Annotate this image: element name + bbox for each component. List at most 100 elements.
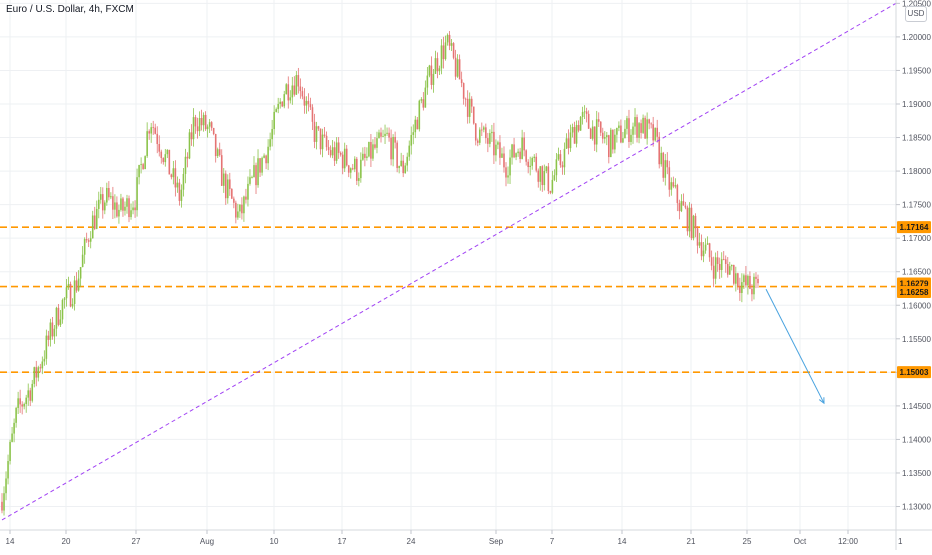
candle-body [374, 144, 376, 148]
candle-body [472, 106, 475, 124]
candle-body [89, 238, 92, 242]
candle-body [724, 259, 727, 264]
candle-body [452, 43, 455, 58]
candle-body [319, 128, 322, 150]
candle-body [17, 398, 19, 408]
candle-body [686, 207, 689, 232]
candle-body [414, 119, 417, 133]
candle-body [194, 117, 197, 127]
price-tick-label: 1.17000 [902, 234, 931, 243]
price-tick-label: 1.18500 [902, 134, 931, 143]
candle-body [315, 126, 318, 142]
candle-body [108, 187, 110, 198]
candle-body [69, 283, 72, 307]
candle-body [561, 165, 564, 168]
candle-body [35, 367, 38, 378]
time-tick-label: 17 [338, 537, 347, 546]
candle-body [741, 282, 743, 293]
candle-body [85, 239, 88, 241]
candle-body [394, 136, 396, 143]
time-tick-label: 27 [132, 537, 141, 546]
price-label-text: 1.16258 [900, 288, 929, 297]
candle-body [462, 83, 465, 99]
candle-body [364, 153, 366, 158]
candle-body [200, 117, 203, 126]
candle-body [616, 127, 618, 135]
candle-body [102, 194, 104, 211]
candle-body [13, 422, 15, 434]
candle-body [650, 123, 652, 125]
candle-body [553, 175, 556, 180]
candle-body [162, 157, 165, 163]
price-tick-label: 1.13000 [902, 503, 931, 512]
candle-body [402, 160, 404, 174]
candle-body [75, 280, 78, 291]
candle-body [515, 153, 517, 158]
candle-body [313, 121, 316, 142]
candle-body [235, 202, 237, 218]
candle-body [712, 265, 715, 279]
candle-body [511, 144, 513, 158]
candle-body [366, 156, 368, 158]
candle-body [329, 150, 332, 156]
candle-body [220, 155, 223, 186]
candle-body [678, 203, 681, 212]
candle-body [77, 278, 80, 291]
candle-body [206, 126, 209, 130]
candle-body [424, 87, 427, 108]
candle-body [118, 209, 120, 217]
price-axis[interactable]: 1.20500 1.20000 1.19500 1.19000 1.18500 1.180… [895, 0, 931, 550]
candle-body [47, 335, 50, 340]
candles [1, 30, 759, 516]
candle-body [464, 98, 467, 100]
candle-body [343, 148, 346, 169]
candle-body [239, 204, 241, 212]
candle-body [132, 207, 134, 211]
candle-body [9, 441, 11, 462]
candle-body [73, 280, 76, 305]
candle-body [214, 133, 217, 157]
candle-body [281, 101, 284, 107]
candle-body [265, 155, 267, 164]
candle-body [622, 138, 624, 143]
candle-body [59, 319, 62, 325]
candle-body [136, 177, 138, 211]
candle-body [269, 139, 271, 147]
candle-body [378, 132, 380, 139]
candle-body [7, 461, 9, 479]
candle-body [525, 150, 527, 162]
candle-body [311, 107, 314, 122]
candle-body [271, 129, 273, 140]
candle-body [728, 266, 731, 275]
candle-body [299, 86, 302, 92]
time-tick-label-edge: 1 [898, 537, 903, 546]
currency-button[interactable]: USD [905, 6, 927, 22]
candle-body [156, 133, 159, 145]
candle-body [646, 119, 648, 139]
price-label-text: 1.16279 [900, 280, 929, 289]
candle-body [212, 127, 215, 134]
candle-body [513, 144, 515, 158]
candle-body [684, 205, 687, 208]
candle-body [466, 98, 469, 117]
time-axis[interactable]: 14 20 27 Aug 10 17 24 Sep 7 14 21 25 Oct 12:00 1 [0, 529, 932, 546]
candle-body [267, 146, 269, 164]
candle-body [537, 170, 540, 182]
candle-body [668, 167, 671, 190]
candle-body [174, 168, 177, 188]
candle-body [708, 243, 711, 258]
candle-body [196, 126, 199, 132]
candle-body [164, 154, 167, 163]
candle-body [293, 85, 296, 95]
candle-body [557, 154, 560, 160]
candle-body [204, 114, 207, 130]
candle-body [249, 177, 251, 184]
candle-body [124, 206, 126, 211]
time-tick-label: 10 [270, 537, 279, 546]
candle-body [430, 65, 433, 85]
candle-body [674, 185, 677, 187]
candle-body [257, 158, 259, 186]
candle-body [255, 165, 257, 186]
